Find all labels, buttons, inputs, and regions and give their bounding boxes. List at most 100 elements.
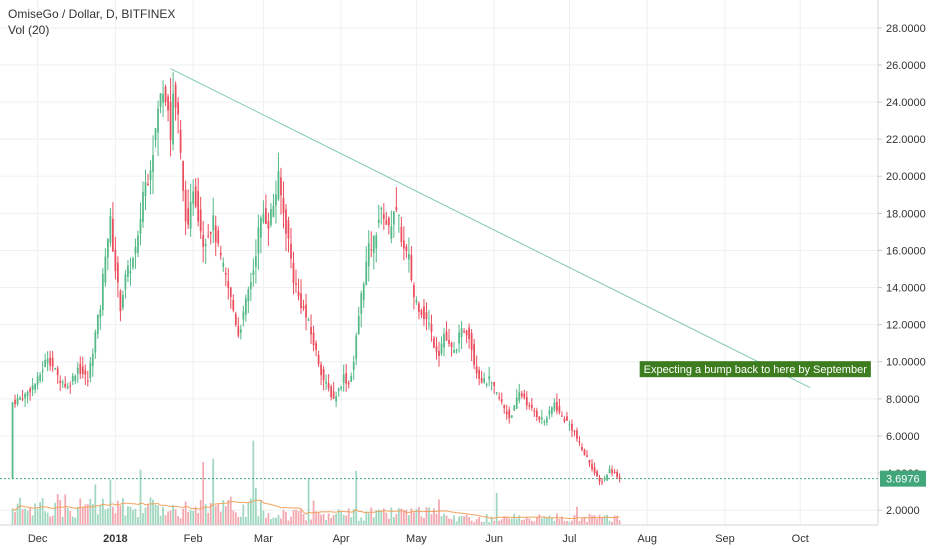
volume-bar — [530, 520, 533, 525]
volume-bar — [244, 516, 247, 525]
volume-bar — [179, 518, 182, 525]
candle-body — [277, 171, 280, 200]
volume-bar — [21, 509, 24, 525]
candle-body — [425, 312, 428, 319]
volume-bar — [478, 517, 481, 525]
volume-bar — [272, 517, 275, 525]
candle-body — [473, 344, 475, 365]
volume-bar — [465, 514, 468, 525]
volume-bar — [300, 509, 302, 525]
volume-bar — [518, 515, 521, 525]
volume-bar — [134, 508, 137, 525]
candle-body — [244, 298, 247, 316]
candle-body — [152, 155, 154, 172]
candle-body — [563, 418, 566, 422]
price-axis-ticks: 2.00004.00006.00008.000010.000012.000014… — [878, 23, 926, 517]
x-tick-label: Sep — [715, 533, 735, 545]
candle-body — [433, 338, 435, 348]
volume-bar — [485, 514, 488, 525]
candle-body — [478, 369, 481, 379]
candle-body — [403, 240, 405, 249]
volume-bar — [495, 493, 498, 525]
candle-body — [295, 283, 297, 286]
volume-bar — [410, 508, 413, 525]
candle-body — [157, 108, 159, 133]
volume-indicator-label[interactable]: Vol (20) — [8, 23, 50, 37]
volume-bar — [91, 503, 94, 525]
volume-bar — [99, 505, 102, 525]
volume-bar — [453, 515, 455, 525]
x-tick-label: Apr — [333, 533, 350, 545]
last-price-marker[interactable]: 3.6976 — [880, 470, 926, 487]
volume-bar — [310, 519, 312, 525]
x-tick-label: Mar — [254, 533, 273, 545]
candle-body — [470, 333, 473, 351]
candle-body — [114, 249, 117, 272]
volume-bar — [81, 507, 84, 525]
candle-body — [222, 262, 225, 267]
volume-bar — [611, 521, 613, 525]
candle-body — [224, 273, 227, 275]
candle-body — [280, 177, 282, 196]
candle-body — [16, 398, 19, 405]
volume-bar — [377, 509, 380, 525]
x-tick-label: Aug — [637, 533, 657, 545]
candle-body — [86, 380, 89, 382]
candle-body — [292, 262, 295, 284]
candle-body — [493, 382, 496, 386]
y-tick-label: 24.0000 — [886, 97, 926, 109]
annotation-background — [639, 361, 871, 378]
volume-bar — [382, 508, 385, 525]
candle-body — [520, 393, 523, 397]
volume-bar — [204, 504, 207, 525]
candle-body — [320, 364, 322, 376]
candle-body — [397, 214, 400, 216]
volume-bar — [367, 513, 370, 525]
candle-body — [583, 450, 586, 456]
volume-bar — [397, 508, 400, 525]
volume-bar — [224, 506, 227, 525]
volume-bar — [31, 515, 34, 525]
candle-body — [204, 244, 207, 247]
volume-bar — [387, 518, 390, 525]
candle-body — [101, 273, 104, 310]
volume-bar — [488, 522, 491, 525]
candle-body — [71, 375, 74, 382]
volume-bar — [280, 518, 282, 525]
candle-body — [415, 300, 418, 303]
volume-bar — [586, 522, 588, 525]
volume-bar — [400, 508, 403, 525]
candle-body — [270, 208, 272, 226]
annotation-box[interactable]: Expecting a bump back to here by Septemb… — [639, 361, 871, 378]
candle-body — [445, 331, 448, 341]
candle-body — [272, 205, 275, 218]
candle-body — [257, 227, 260, 254]
candle-body — [488, 376, 491, 380]
candle-body — [310, 326, 312, 335]
volume-bars — [11, 440, 621, 525]
candle-body — [345, 372, 348, 384]
candle-body — [56, 368, 59, 376]
candle-body — [523, 393, 526, 398]
volume-bar — [174, 509, 177, 525]
volume-bar — [345, 515, 348, 525]
volume-bar — [596, 518, 598, 525]
candle-body — [219, 252, 222, 256]
y-tick-label: 8.0000 — [886, 394, 920, 406]
volume-bar — [593, 515, 596, 525]
candle-body — [137, 235, 139, 253]
volume-bar — [317, 512, 320, 525]
volume-bar — [214, 505, 217, 525]
candle-body — [74, 376, 77, 382]
candle-body — [423, 306, 425, 320]
candle-body — [483, 378, 486, 383]
candle-body — [370, 249, 373, 251]
candle-body — [305, 304, 307, 318]
candle-body — [505, 411, 508, 415]
volume-bar — [119, 505, 122, 525]
candle-body — [498, 396, 501, 399]
volume-bar — [573, 514, 576, 525]
x-tick-label: Oct — [792, 533, 809, 545]
volume-bar — [194, 506, 197, 525]
